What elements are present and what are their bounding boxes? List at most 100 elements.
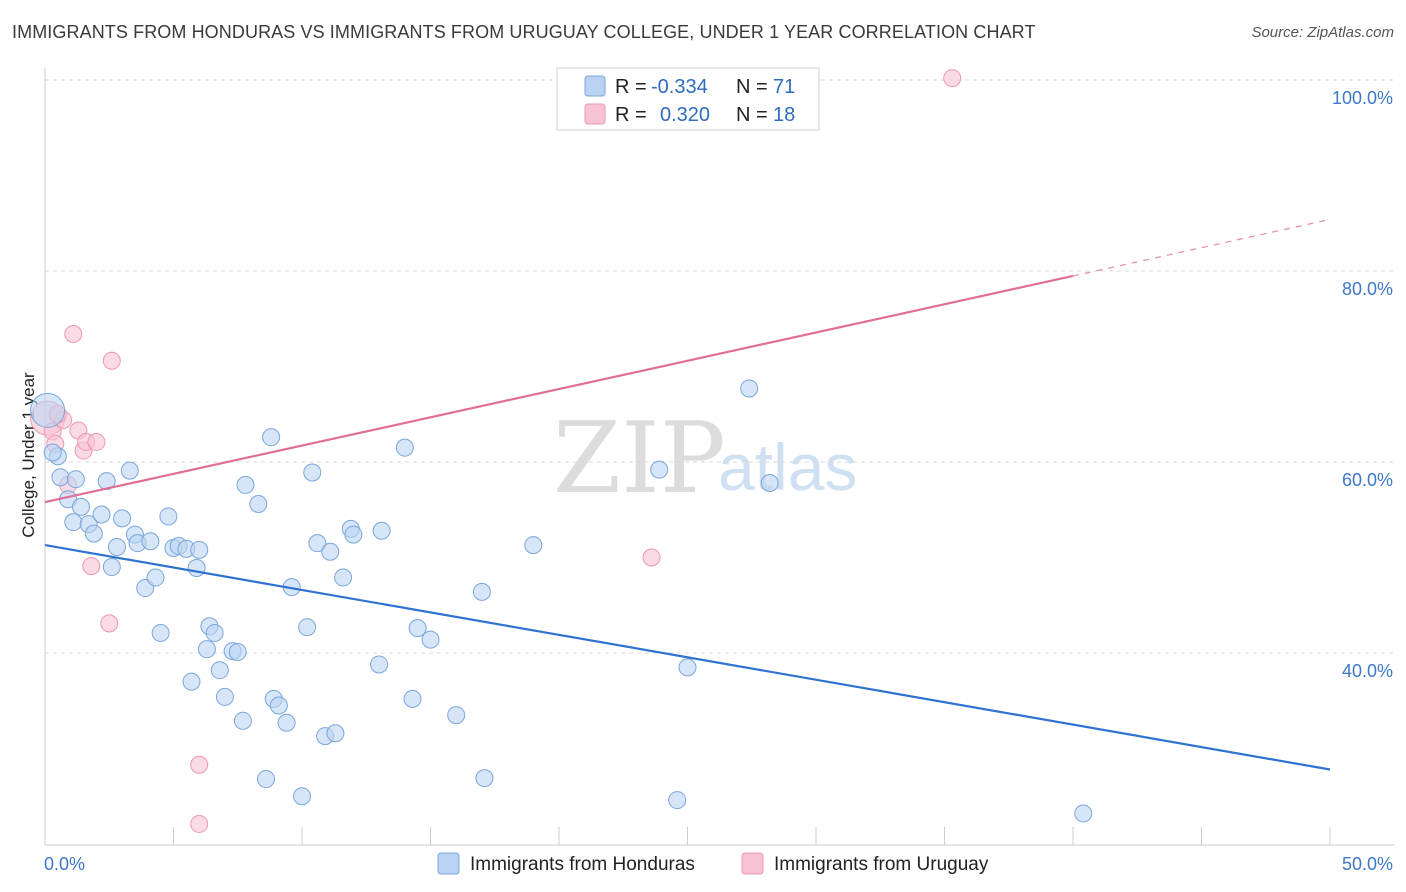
honduras-point [421,630,440,649]
legend-honduras-swatch [584,75,606,97]
honduras-point [249,495,268,514]
legend-uruguay-swatch [584,103,606,125]
honduras-point [298,618,317,637]
watermark-zip-text: ZIP [553,402,726,516]
honduras-point [236,475,255,494]
y-axis-label: College, Under 1 year [19,372,38,538]
y-tick-label: 80.0% [1342,279,1393,299]
uruguay-point [102,351,121,370]
honduras-point [233,711,252,730]
honduras-point [84,524,103,543]
series-legend-honduras-swatch [437,852,460,875]
honduras-points [30,379,1093,823]
legend-honduras-r-value: -0.334 [651,76,708,98]
honduras-point [182,672,201,691]
honduras-point [344,525,363,544]
x-tick-label: 50.0% [1342,854,1393,874]
uruguay-point [82,557,101,576]
uruguay-trend-line-extension [1072,218,1331,277]
honduras-point [321,542,340,561]
honduras-point [370,655,389,674]
honduras-point [197,640,216,659]
x-tick-labels: 0.0% 50.0% [44,854,1393,874]
gridlines [45,79,1395,654]
honduras-point [277,713,296,732]
legend-uruguay-r-label: R = [615,104,647,126]
honduras-point [102,558,121,577]
legend-uruguay-n-label: N = [736,104,768,126]
correlation-legend: R = -0.334 N = 71 R = 0.320 N = 18 [556,67,820,131]
honduras-point [668,791,687,810]
series-legend-uruguay-label: Immigrants from Uruguay [774,854,989,875]
honduras-point [447,706,466,725]
honduras-point [210,661,229,680]
uruguay-point [87,432,106,451]
honduras-point [308,534,327,553]
legend-honduras-n-label: N = [736,76,768,98]
series-legend-uruguay-swatch [741,852,764,875]
honduras-point [66,470,85,489]
honduras-point [190,540,209,559]
honduras-point [257,770,276,789]
honduras-point [120,461,139,480]
honduras-point [760,474,779,493]
honduras-point [187,559,206,578]
x-tick-label: 0.0% [44,854,85,874]
honduras-point [151,623,170,642]
uruguay-point [190,814,209,833]
honduras-point [524,536,543,555]
honduras-point [71,497,90,516]
series-legend: Immigrants from Honduras Immigrants from… [437,852,989,875]
honduras-point [269,696,288,715]
honduras-point [740,379,759,398]
honduras-point [293,787,311,806]
honduras-point [141,532,160,551]
uruguay-point [943,69,962,88]
honduras-trend-line [44,544,1331,771]
y-tick-label: 60.0% [1342,470,1393,490]
watermark: ZIP atlas [553,402,857,516]
honduras-point [408,619,427,638]
honduras-point [92,505,111,524]
uruguay-trend-line [44,274,1074,504]
source-credit: Source: ZipAtlas.com [1251,24,1394,41]
uruguay-point [100,614,119,633]
honduras-point [475,769,494,788]
honduras-point [159,507,178,526]
uruguay-point [64,325,83,344]
honduras-point [228,643,247,662]
honduras-point [262,428,281,447]
uruguay-point [190,755,209,774]
legend-honduras-n-value: 71 [773,76,795,98]
legend-uruguay-n-value: 18 [773,104,795,126]
uruguay-point [642,548,661,567]
honduras-point [215,687,234,706]
honduras-point [205,623,224,642]
honduras-point [334,568,353,587]
honduras-point [303,463,322,482]
legend-uruguay-r-value: 0.320 [660,104,710,126]
series-legend-honduras-label: Immigrants from Honduras [470,854,695,875]
honduras-point [472,582,491,601]
legend-honduras-r-label: R = [615,76,647,98]
y-tick-label: 40.0% [1342,661,1393,681]
honduras-point [43,443,62,462]
honduras-point [113,509,132,528]
honduras-point [650,460,669,479]
honduras-point [1074,804,1093,823]
honduras-point [372,521,391,540]
watermark-atlas-text: atlas [718,430,857,504]
trend-lines [44,218,1331,771]
honduras-point [107,537,126,556]
honduras-point [64,513,83,532]
honduras-point [395,438,414,457]
honduras-point [403,689,422,708]
chart-title: IMMIGRANTS FROM HONDURAS VS IMMIGRANTS F… [12,22,1036,42]
honduras-point [51,468,70,487]
honduras-point [146,568,165,587]
honduras-point [326,724,345,743]
y-tick-label: 100.0% [1332,88,1393,108]
honduras-point [30,392,66,428]
honduras-point [678,658,697,677]
